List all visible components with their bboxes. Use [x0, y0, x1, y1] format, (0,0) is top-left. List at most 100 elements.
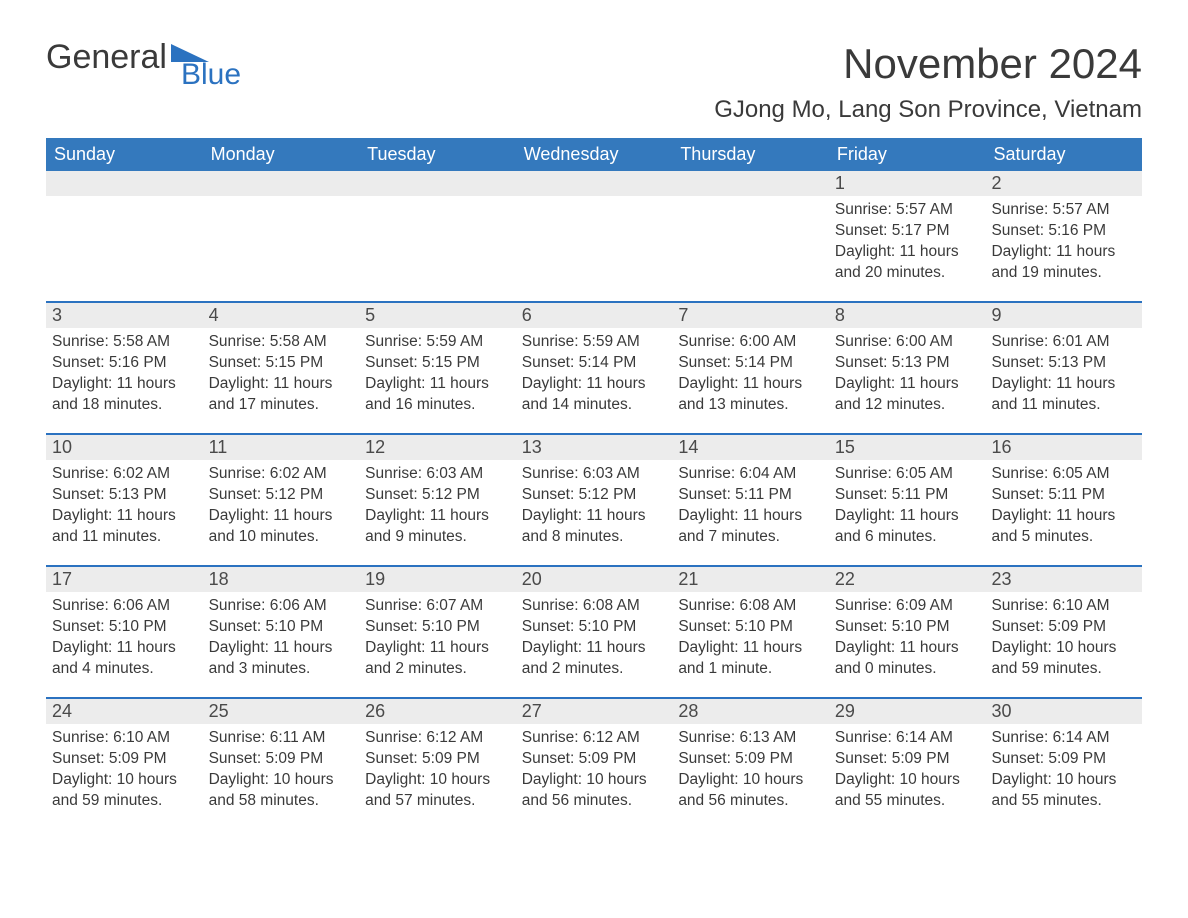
sunset-text: Sunset: 5:13 PM [835, 353, 980, 374]
day-number: 12 [359, 435, 516, 460]
day-details: Sunrise: 5:58 AMSunset: 5:16 PMDaylight:… [52, 332, 197, 416]
sunrise-text: Sunrise: 5:59 AM [365, 332, 510, 353]
daylight1-text: Daylight: 11 hours [678, 506, 823, 527]
logo-word1: General [46, 40, 167, 74]
day-number: 20 [516, 567, 673, 592]
day-details [209, 200, 354, 201]
daylight1-text: Daylight: 11 hours [52, 506, 197, 527]
day-details [678, 200, 823, 201]
daylight1-text: Daylight: 11 hours [678, 374, 823, 395]
sunrise-text: Sunrise: 6:06 AM [209, 596, 354, 617]
day-number: 1 [829, 171, 986, 196]
day-cell [203, 171, 360, 301]
day-cell: 20 Sunrise: 6:08 AMSunset: 5:10 PMDayligh… [516, 567, 673, 697]
day-number: 18 [203, 567, 360, 592]
day-cell [672, 171, 829, 301]
header: General Blue November 2024 [46, 40, 1142, 90]
sunset-text: Sunset: 5:16 PM [52, 353, 197, 374]
daylight2-text: and 58 minutes. [209, 791, 354, 812]
day-details: Sunrise: 5:59 AMSunset: 5:14 PMDaylight:… [522, 332, 667, 416]
sunrise-text: Sunrise: 5:58 AM [52, 332, 197, 353]
sunrise-text: Sunrise: 6:03 AM [365, 464, 510, 485]
sunrise-text: Sunrise: 6:10 AM [991, 596, 1136, 617]
day-number: 22 [829, 567, 986, 592]
daylight2-text: and 1 minute. [678, 659, 823, 680]
day-cell: 22Sunrise: 6:09 AMSunset: 5:10 PMDayligh… [829, 567, 986, 697]
sunset-text: Sunset: 5:09 PM [835, 749, 980, 770]
day-number: 2 [985, 171, 1142, 196]
sunset-text: Sunset: 5:10 PM [209, 617, 354, 638]
sunset-text: Sunset: 5:15 PM [209, 353, 354, 374]
logo: General Blue [46, 40, 241, 90]
sunset-text: Sunset: 5:13 PM [991, 353, 1136, 374]
sunset-text: Sunset: 5:15 PM [365, 353, 510, 374]
daylight2-text: and 55 minutes. [991, 791, 1136, 812]
daylight2-text: and 17 minutes. [209, 395, 354, 416]
daylight1-text: Daylight: 10 hours [365, 770, 510, 791]
sunset-text: Sunset: 5:12 PM [522, 485, 667, 506]
daylight2-text: and 11 minutes. [991, 395, 1136, 416]
daylight2-text: and 14 minutes. [522, 395, 667, 416]
day-number: 24 [46, 699, 203, 724]
sunrise-text: Sunrise: 6:06 AM [52, 596, 197, 617]
daylight1-text: Daylight: 10 hours [835, 770, 980, 791]
day-details: Sunrise: 6:12 AMSunset: 5:09 PMDaylight:… [365, 728, 510, 812]
daylight2-text: and 59 minutes. [991, 659, 1136, 680]
sunrise-text: Sunrise: 6:00 AM [835, 332, 980, 353]
day-details: Sunrise: 6:08 AMSunset: 5:10 PMDaylight:… [522, 596, 667, 680]
sunrise-text: Sunrise: 6:00 AM [678, 332, 823, 353]
day-details: Sunrise: 5:57 AMSunset: 5:16 PMDaylight:… [991, 200, 1136, 284]
weekday-header: Monday [203, 138, 360, 171]
daylight1-text: Daylight: 10 hours [209, 770, 354, 791]
sunset-text: Sunset: 5:10 PM [365, 617, 510, 638]
sunset-text: Sunset: 5:09 PM [991, 749, 1136, 770]
sunset-text: Sunset: 5:10 PM [835, 617, 980, 638]
sunrise-text: Sunrise: 6:05 AM [835, 464, 980, 485]
day-cell: 11Sunrise: 6:02 AMSunset: 5:12 PMDayligh… [203, 435, 360, 565]
sunset-text: Sunset: 5:09 PM [365, 749, 510, 770]
sunset-text: Sunset: 5:16 PM [991, 221, 1136, 242]
day-details: Sunrise: 6:03 AMSunset: 5:12 PMDaylight:… [365, 464, 510, 548]
day-cell: 3Sunrise: 5:58 AMSunset: 5:16 PMDaylight… [46, 303, 203, 433]
daylight2-text: and 11 minutes. [52, 527, 197, 548]
daylight2-text: and 2 minutes. [365, 659, 510, 680]
daylight2-text: and 9 minutes. [365, 527, 510, 548]
daylight1-text: Daylight: 11 hours [365, 374, 510, 395]
day-cell: 28Sunrise: 6:13 AMSunset: 5:09 PMDayligh… [672, 699, 829, 829]
daylight1-text: Daylight: 11 hours [209, 506, 354, 527]
daylight1-text: Daylight: 11 hours [522, 638, 667, 659]
day-details: Sunrise: 6:06 AMSunset: 5:10 PMDaylight:… [52, 596, 197, 680]
day-number: 4 [203, 303, 360, 328]
day-details [522, 200, 667, 201]
day-cell: 30Sunrise: 6:14 AMSunset: 5:09 PMDayligh… [985, 699, 1142, 829]
sunset-text: Sunset: 5:17 PM [835, 221, 980, 242]
day-cell: 7Sunrise: 6:00 AMSunset: 5:14 PMDaylight… [672, 303, 829, 433]
daylight2-text: and 7 minutes. [678, 527, 823, 548]
day-details: Sunrise: 6:00 AMSunset: 5:13 PMDaylight:… [835, 332, 980, 416]
daylight2-text: and 6 minutes. [835, 527, 980, 548]
day-details: Sunrise: 6:07 AMSunset: 5:10 PMDaylight:… [365, 596, 510, 680]
day-number: 28 [672, 699, 829, 724]
sunrise-text: Sunrise: 6:12 AM [522, 728, 667, 749]
sunrise-text: Sunrise: 6:14 AM [835, 728, 980, 749]
sunset-text: Sunset: 5:10 PM [52, 617, 197, 638]
sunset-text: Sunset: 5:09 PM [991, 617, 1136, 638]
daylight1-text: Daylight: 10 hours [52, 770, 197, 791]
sunset-text: Sunset: 5:09 PM [678, 749, 823, 770]
day-number: 8 [829, 303, 986, 328]
day-number: 7 [672, 303, 829, 328]
daylight1-text: Daylight: 11 hours [835, 638, 980, 659]
week-row: 10Sunrise: 6:02 AMSunset: 5:13 PMDayligh… [46, 433, 1142, 565]
day-number [203, 171, 360, 196]
day-cell: 12 Sunrise: 6:03 AMSunset: 5:12 PMDayligh… [359, 435, 516, 565]
daylight1-text: Daylight: 11 hours [209, 638, 354, 659]
daylight2-text: and 19 minutes. [991, 263, 1136, 284]
day-details: Sunrise: 6:10 AMSunset: 5:09 PMDaylight:… [52, 728, 197, 812]
day-cell [46, 171, 203, 301]
day-details: Sunrise: 6:02 AMSunset: 5:12 PMDaylight:… [209, 464, 354, 548]
day-number: 6 [516, 303, 673, 328]
day-cell: 2 Sunrise: 5:57 AMSunset: 5:16 PMDaylight… [985, 171, 1142, 301]
daylight1-text: Daylight: 11 hours [522, 506, 667, 527]
day-number: 29 [829, 699, 986, 724]
daylight2-text: and 57 minutes. [365, 791, 510, 812]
